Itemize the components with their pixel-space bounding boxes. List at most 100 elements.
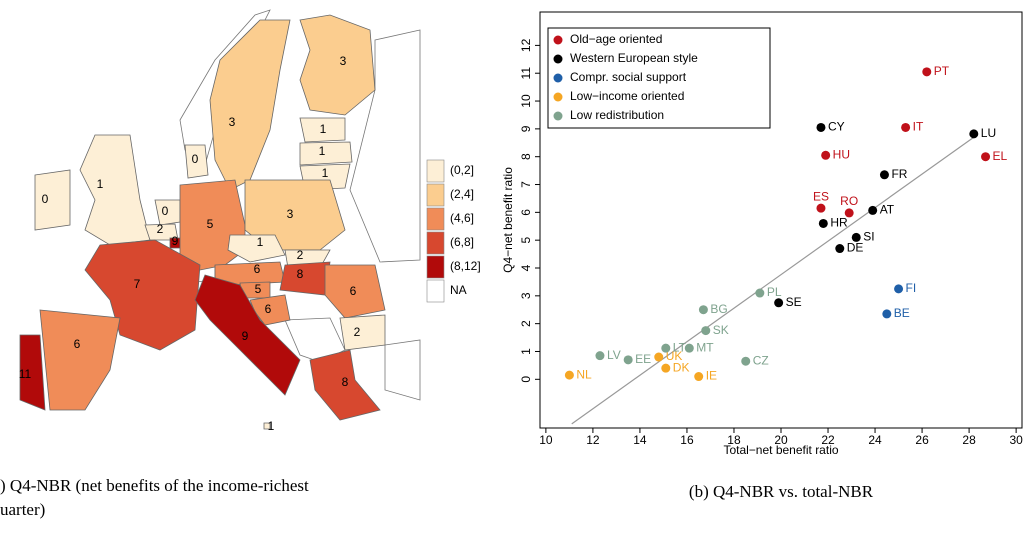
region	[79, 134, 151, 246]
x-tick-label: 12	[586, 433, 600, 447]
region-value: 1	[319, 144, 326, 158]
region-value: 2	[157, 222, 164, 236]
y-tick-label: 1	[519, 348, 533, 355]
legend-marker	[553, 111, 563, 121]
point	[564, 370, 574, 380]
region-value: 0	[162, 204, 169, 218]
point	[868, 205, 878, 215]
point	[694, 372, 704, 382]
point	[755, 288, 765, 298]
point	[595, 351, 605, 361]
region	[299, 141, 353, 166]
point-label: SI	[863, 230, 874, 244]
legend-label: (8,12]	[450, 259, 481, 273]
region	[324, 264, 386, 319]
point	[851, 232, 861, 242]
region-value: 7	[134, 277, 141, 291]
legend-swatch	[426, 231, 445, 255]
scatter-plot: 10 12 14 16 18 20 22 24 26 28 300123456789101112To…	[501, 11, 1023, 457]
region-value: 2	[297, 248, 304, 262]
point	[661, 363, 671, 373]
point-label: IE	[706, 369, 717, 383]
x-tick-label: 20	[774, 433, 788, 447]
point	[701, 326, 711, 336]
x-tick-label: 18	[727, 433, 741, 447]
region	[227, 234, 286, 263]
x-tick-label: 26	[915, 433, 929, 447]
legend-swatch	[426, 207, 445, 231]
region	[34, 169, 71, 231]
legend-swatch	[426, 159, 445, 183]
point-label: IT	[913, 120, 924, 134]
point-label: PL	[767, 285, 782, 299]
point	[684, 343, 694, 353]
region-value: 8	[342, 375, 349, 389]
region	[194, 274, 301, 396]
point-label: CY	[828, 120, 845, 134]
legend-label: Western European style	[570, 51, 698, 65]
y-tick-label: 4	[519, 264, 533, 271]
point	[969, 129, 979, 139]
region-value: 3	[287, 207, 294, 221]
point	[879, 170, 889, 180]
region-value: 5	[255, 282, 262, 296]
x-axis-label: Total−net benefit ratio	[723, 443, 838, 457]
background-land	[179, 9, 421, 401]
legend-marker	[553, 35, 563, 45]
y-tick-label: 6	[519, 209, 533, 216]
region	[19, 334, 46, 411]
legend-box	[547, 27, 771, 129]
point-label: LT	[673, 340, 687, 354]
region	[339, 314, 386, 351]
region-value: 9	[172, 234, 179, 248]
point-label: UK	[666, 349, 683, 363]
region-value: 0	[192, 152, 199, 166]
legend-label: (6,8]	[450, 235, 474, 249]
x-tick-label: 16	[680, 433, 694, 447]
legend-label: Low−income oriented	[570, 89, 684, 103]
legend-label: Compr. social support	[570, 70, 687, 84]
point-label: BE	[894, 306, 910, 320]
region-value: 6	[74, 337, 81, 351]
point-label: RO	[840, 194, 858, 208]
legend-marker	[553, 73, 563, 83]
region-value: 1	[320, 122, 327, 136]
point-label: EL	[993, 149, 1008, 163]
y-tick-label: 3	[519, 292, 533, 299]
x-tick-label: 24	[868, 433, 882, 447]
point	[818, 218, 828, 228]
region-value: 1	[268, 419, 275, 433]
region-value: 1	[322, 166, 329, 180]
point-label: AT	[880, 203, 895, 217]
legend-marker	[553, 54, 563, 64]
legend-swatch	[426, 279, 445, 303]
point-label: LV	[607, 348, 621, 362]
point-label: HU	[833, 147, 850, 161]
legend-swatch	[426, 183, 445, 207]
legend-marker	[553, 92, 563, 102]
point-label: LU	[981, 126, 996, 140]
point	[844, 208, 854, 218]
legend-label: (2,4]	[450, 187, 474, 201]
region-value: 6	[265, 302, 272, 316]
point-label: FR	[891, 167, 907, 181]
point	[774, 298, 784, 308]
map-legend: (0,2] (2,4] (4,6] (6,8] (8,12] NA	[426, 159, 481, 303]
y-tick-label: 12	[519, 38, 533, 52]
region	[279, 261, 331, 296]
point	[698, 305, 708, 315]
point-label: DK	[673, 360, 690, 374]
point-label: FI	[906, 281, 917, 295]
legend-label: Old−age oriented	[570, 32, 662, 46]
point-label: MT	[696, 340, 714, 354]
region-value: 3	[340, 54, 347, 68]
point	[981, 152, 991, 162]
region-value: 8	[297, 267, 304, 281]
point-label: HR	[830, 216, 848, 230]
x-tick-label: 30	[1009, 433, 1023, 447]
x-tick-label: 28	[962, 433, 976, 447]
x-tick-label: 10	[539, 433, 553, 447]
point	[835, 244, 845, 254]
region-value: 11	[19, 367, 32, 381]
